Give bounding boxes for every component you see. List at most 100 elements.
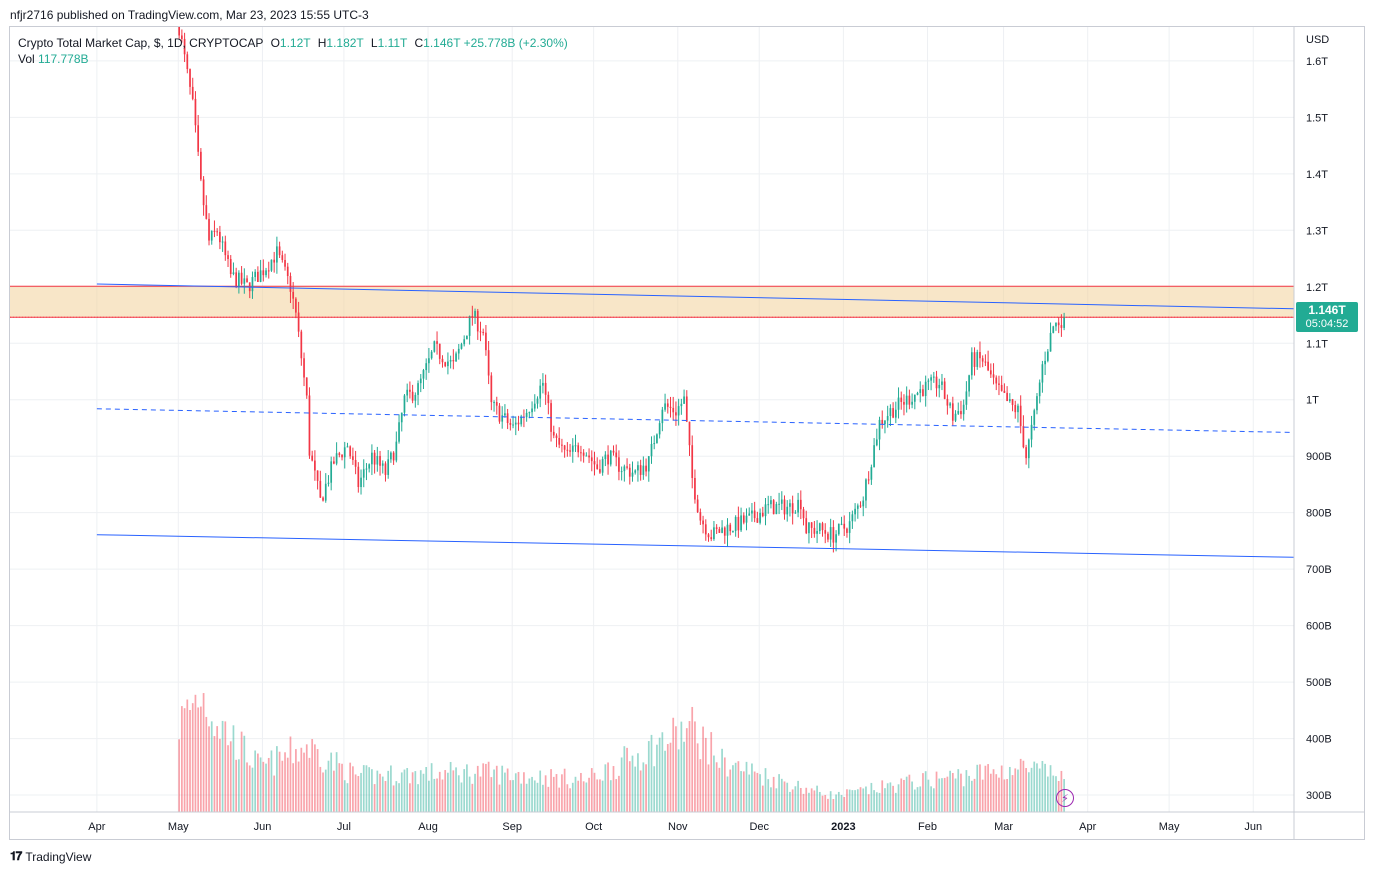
candle-body [873, 445, 875, 468]
candle-body [194, 98, 197, 126]
volume-bar [726, 776, 729, 812]
volume-bar [400, 772, 403, 812]
volume-bar [707, 764, 710, 812]
volume-bar [235, 759, 238, 812]
volume-bar [210, 721, 213, 812]
volume-bar [721, 748, 723, 812]
volume-bar [479, 776, 482, 812]
volume-bar [718, 767, 721, 812]
candle-body [943, 381, 946, 399]
volume-bar [335, 752, 338, 812]
candle-body [813, 527, 816, 534]
volume-bar [552, 776, 555, 812]
candlestick-chart[interactable]: USD 1.6T 1.5T 1.4T 1.3T 1.2T 1.1T 1T 900B 800B 700… [10, 27, 1364, 839]
symbol-title[interactable]: Crypto Total Market Cap, $, 1D, CRYPTOCA… [18, 36, 264, 50]
volume-bar [715, 762, 718, 812]
volume-bar [661, 732, 664, 812]
volume-bar [436, 778, 438, 812]
volume-bar [881, 780, 884, 812]
volume-bar [1019, 758, 1022, 812]
volume-bar [466, 764, 468, 812]
candle-body [892, 408, 894, 418]
candle-body [276, 246, 278, 263]
candle-body [865, 479, 867, 501]
candle-body [903, 401, 905, 405]
candle-body [827, 533, 829, 540]
candle-body [935, 376, 938, 389]
candle-body [552, 431, 555, 436]
candle-body [666, 403, 669, 407]
candle-body [653, 443, 656, 445]
price-tick-label: 800B [1306, 508, 1332, 520]
volume-bar [409, 783, 411, 812]
volume-bar [514, 773, 517, 812]
candle-body [208, 218, 210, 241]
candle-body [965, 391, 968, 405]
volume-bar [517, 771, 520, 812]
volume-bar [536, 782, 539, 812]
volume-bar [846, 789, 848, 812]
volume-bar [829, 791, 832, 812]
volume-bar [191, 703, 194, 812]
candle-body [740, 515, 742, 531]
volume-bar [713, 755, 715, 812]
volume-bar [911, 781, 913, 812]
volume-bar [984, 765, 987, 812]
volume-bar [327, 760, 330, 812]
candle-body [778, 503, 780, 505]
volume-bar [257, 753, 259, 812]
candle-body [466, 335, 468, 340]
candle-body [984, 361, 987, 363]
volume-bar [251, 767, 254, 812]
candle-body [417, 383, 419, 395]
volume-label[interactable]: Vol [18, 52, 35, 66]
volume-bar [650, 734, 653, 812]
volume-bar [740, 771, 742, 812]
candle-body [498, 405, 501, 422]
candle-body [609, 450, 612, 465]
candle-body [379, 455, 381, 466]
candle-body [368, 464, 371, 469]
volume-bar [544, 775, 547, 812]
volume-bar [894, 792, 897, 812]
candle-body [593, 461, 596, 465]
candle-body [1030, 424, 1033, 440]
candle-body [913, 394, 916, 402]
volume-bar [406, 768, 409, 812]
volume-bar [419, 770, 422, 812]
lightning-icon[interactable]: ⚡ [1056, 789, 1074, 807]
candle-body [286, 266, 289, 277]
candle-body [930, 377, 932, 381]
published-by-text: nfjr2716 published on TradingView.com, M… [10, 8, 369, 22]
volume-bar [216, 726, 219, 812]
volume-bar [935, 771, 938, 812]
volume-bar [487, 761, 490, 812]
candle-body [392, 452, 395, 461]
candle-body [1046, 351, 1049, 361]
volume-bar [558, 787, 561, 812]
candle-body [517, 422, 520, 425]
volume-bar [457, 775, 460, 812]
candle-body [308, 395, 311, 456]
candle-body [343, 447, 346, 458]
volume-bar [924, 771, 927, 812]
volume-bar [324, 769, 327, 812]
candle-body [455, 353, 457, 362]
candle-body [764, 504, 767, 517]
candle-body [463, 339, 466, 345]
candle-body [425, 363, 428, 371]
volume-bar [884, 788, 886, 812]
candle-body [278, 246, 281, 256]
volume-bar [563, 768, 566, 812]
candle-body [821, 523, 824, 531]
volume-bar [775, 788, 778, 812]
candle-body [265, 270, 267, 276]
candle-body [1019, 405, 1022, 427]
volume-bar [205, 716, 208, 812]
candle-body [398, 422, 400, 442]
price-tick-label: 600B [1306, 621, 1332, 633]
candle-body [216, 231, 219, 233]
candle-body [995, 377, 998, 384]
volume-bar [783, 781, 786, 812]
candle-body [694, 477, 696, 500]
